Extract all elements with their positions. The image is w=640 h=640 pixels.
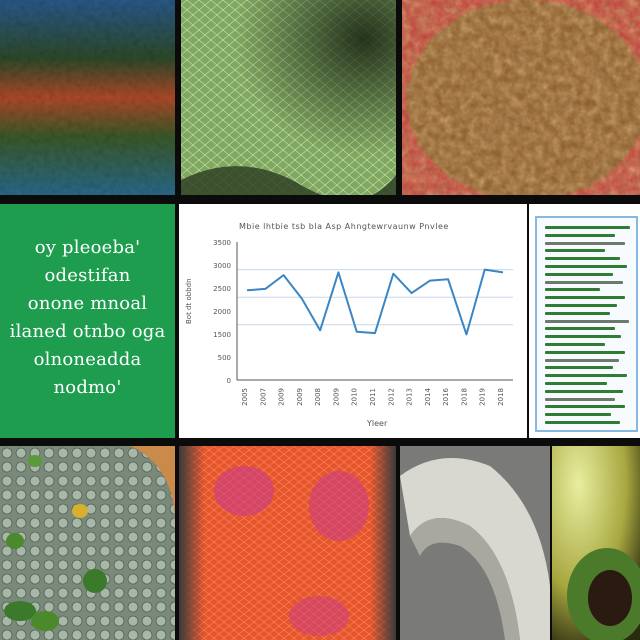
line-chart: 3500 3000 2500 2000 1500 500 0 2005 2007 2009 2009… [213, 239, 513, 406]
document-line [545, 226, 630, 229]
text-panel: oy pleoeba' odestifan onone mnoal ilaned… [0, 204, 175, 438]
texture-panel-orange-cells [179, 446, 396, 640]
chart-xtick-label: 2005 [241, 388, 249, 406]
chart-ytick-label: 0 [227, 377, 231, 385]
chart-xtick-label: 2009 [278, 388, 286, 406]
chart-xtick-label: 2010 [351, 388, 359, 406]
chart-ytick-label: 2500 [213, 285, 231, 293]
chart-xlabel: Yleer [367, 419, 388, 428]
document-line [545, 265, 627, 268]
text-line: onone mnoal [27, 293, 148, 314]
chart-xtick-label: 2018 [497, 388, 505, 406]
document-line [545, 327, 615, 331]
text-line: nodmo' [53, 377, 122, 398]
chart-xtick-label: 2009 [296, 388, 304, 406]
chart-xtick-label: 2018 [460, 388, 468, 406]
chart-xtick-label: 2012 [387, 388, 395, 406]
chart-series-line [246, 268, 504, 336]
text-panel-body: oy pleoeba' odestifan onone mnoal ilaned… [0, 234, 175, 402]
text-line: oy pleoeba' [34, 237, 141, 258]
document-line [545, 382, 607, 385]
chart-xtick-label: 2009 [332, 388, 340, 406]
document-line [545, 280, 623, 284]
document-line [545, 413, 611, 417]
chart-ytick-label: 3500 [213, 239, 231, 247]
document-line [545, 421, 620, 424]
document-line [545, 257, 620, 261]
document-line [545, 335, 621, 339]
chart-ytick-label: 500 [218, 354, 231, 362]
document-line [545, 296, 625, 300]
document-line [545, 241, 625, 245]
document-line [545, 233, 615, 237]
chart-ytick-label: 1500 [213, 331, 231, 339]
chart-xtick-label: 2016 [442, 387, 450, 405]
document-line [545, 288, 600, 292]
document-line [545, 389, 623, 393]
chart-xtick-label: 2014 [424, 387, 432, 405]
text-line: ilaned otnbo oga [9, 321, 166, 342]
document-line [545, 374, 627, 378]
chart-xtick-label: 2008 [314, 388, 322, 406]
document-line [545, 405, 625, 409]
chart-panel: Mbie lhtbie tsb bla Asp Ahngtewrvaunw Pn… [179, 204, 527, 438]
chart-ytick-label: 2000 [213, 308, 231, 316]
document-line [545, 272, 613, 276]
texture-panel-green-bubbles [0, 446, 175, 640]
document-line [545, 350, 625, 354]
text-line: olnoneadda [33, 349, 142, 370]
chart-xtick-label: 2011 [369, 388, 377, 406]
document-line [545, 249, 605, 253]
document-line [545, 397, 615, 401]
texture-panel-green-blob [552, 446, 640, 640]
texture-panel-green-cells [181, 0, 396, 195]
document-line [545, 304, 617, 307]
texture-panel-gray-shell [400, 446, 550, 640]
document-panel [529, 204, 640, 438]
texture-panel-blue-red [0, 0, 175, 195]
document-line [545, 311, 610, 315]
chart-ytick-label: 3000 [213, 262, 231, 270]
chart-xtick-label: 2013 [406, 388, 414, 406]
chart-title: Mbie lhtbie tsb bla Asp Ahngtewrvaunw Pn… [239, 222, 449, 231]
chart-xtick-label: 2007 [259, 388, 267, 406]
document-frame [535, 216, 638, 432]
document-line [545, 319, 629, 323]
chart-xtick-label: 2019 [479, 388, 487, 406]
document-line [545, 343, 605, 346]
texture-panel-brown-bumpy [402, 0, 640, 195]
document-line [545, 358, 619, 362]
text-line: odestifan [44, 265, 131, 286]
document-line [545, 366, 613, 370]
